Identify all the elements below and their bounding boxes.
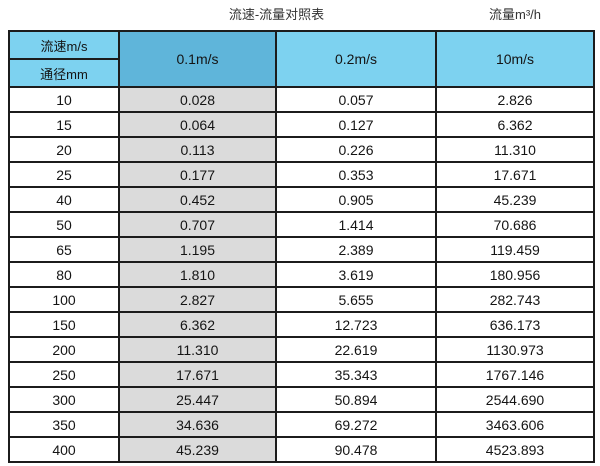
flow-value-cell: 50.894	[275, 386, 437, 413]
diameter-cell: 300	[8, 386, 120, 413]
table-row: 65 1.195 2.389 119.459	[8, 236, 595, 263]
diameter-cell: 200	[8, 336, 120, 363]
diameter-cell: 80	[8, 261, 120, 288]
flow-value-cell: 2.389	[275, 236, 437, 263]
column-header-0.2ms: 0.2m/s	[275, 30, 437, 88]
table-row: 20 0.113 0.226 11.310	[8, 136, 595, 163]
diameter-cell: 15	[8, 111, 120, 138]
flow-value-cell: 3.619	[275, 261, 437, 288]
flow-value-cell: 25.447	[118, 386, 277, 413]
table-header: 流速m/s 通径mm 0.1m/s 0.2m/s 10m/s	[8, 30, 595, 88]
diameter-cell: 350	[8, 411, 120, 438]
flow-value-cell: 1130.973	[435, 336, 595, 363]
flow-value-cell: 35.343	[275, 361, 437, 388]
table-row: 150 6.362 12.723 636.173	[8, 311, 595, 338]
table-row: 400 45.239 90.478 4523.893	[8, 436, 595, 463]
flow-value-cell: 6.362	[118, 311, 277, 338]
table-row: 50 0.707 1.414 70.686	[8, 211, 595, 238]
table-body: 10 0.028 0.057 2.826 15 0.064 0.127 6.362 20 0.11…	[8, 86, 595, 463]
diameter-cell: 20	[8, 136, 120, 163]
table-row: 350 34.636 69.272 3463.606	[8, 411, 595, 438]
diameter-cell: 250	[8, 361, 120, 388]
flow-value-cell: 0.064	[118, 111, 277, 138]
flow-value-cell: 0.226	[275, 136, 437, 163]
flow-value-cell: 1767.146	[435, 361, 595, 388]
table-row: 80 1.810 3.619 180.956	[8, 261, 595, 288]
velocity-axis-label: 流速m/s	[10, 32, 118, 60]
diameter-cell: 65	[8, 236, 120, 263]
flow-value-cell: 34.636	[118, 411, 277, 438]
flow-value-cell: 1.810	[118, 261, 277, 288]
flow-value-cell: 11.310	[118, 336, 277, 363]
diameter-cell: 400	[8, 436, 120, 463]
corner-header-cell: 流速m/s 通径mm	[8, 30, 120, 88]
column-header-0.1ms: 0.1m/s	[118, 30, 277, 88]
table-row: 250 17.671 35.343 1767.146	[8, 361, 595, 388]
flow-value-cell: 0.028	[118, 86, 277, 113]
flow-value-cell: 2.827	[118, 286, 277, 313]
flow-value-cell: 22.619	[275, 336, 437, 363]
flow-value-cell: 17.671	[435, 161, 595, 188]
flow-value-cell: 0.452	[118, 186, 277, 213]
diameter-axis-label: 通径mm	[40, 66, 88, 82]
table-row: 25 0.177 0.353 17.671	[8, 161, 595, 188]
diameter-cell: 50	[8, 211, 120, 238]
flow-value-cell: 282.743	[435, 286, 595, 313]
flow-value-cell: 2544.690	[435, 386, 595, 413]
flow-value-cell: 5.655	[275, 286, 437, 313]
flow-value-cell: 3463.606	[435, 411, 595, 438]
table-row: 15 0.064 0.127 6.362	[8, 111, 595, 138]
table-row: 200 11.310 22.619 1130.973	[8, 336, 595, 363]
flow-value-cell: 17.671	[118, 361, 277, 388]
diameter-cell: 10	[8, 86, 120, 113]
flow-value-cell: 119.459	[435, 236, 595, 263]
flow-value-cell: 1.195	[118, 236, 277, 263]
flow-value-cell: 69.272	[275, 411, 437, 438]
table-row: 10 0.028 0.057 2.826	[8, 86, 595, 113]
flow-value-cell: 6.362	[435, 111, 595, 138]
flow-value-cell: 1.414	[275, 211, 437, 238]
flow-value-cell: 45.239	[435, 186, 595, 213]
flow-value-cell: 0.177	[118, 161, 277, 188]
flow-value-cell: 0.707	[118, 211, 277, 238]
flow-value-cell: 90.478	[275, 436, 437, 463]
diameter-cell: 40	[8, 186, 120, 213]
flow-value-cell: 2.826	[435, 86, 595, 113]
flow-value-cell: 0.353	[275, 161, 437, 188]
flow-value-cell: 0.127	[275, 111, 437, 138]
diameter-cell: 100	[8, 286, 120, 313]
table-caption: 流速-流量对照表	[228, 7, 325, 22]
diameter-cell: 150	[8, 311, 120, 338]
flow-value-cell: 4523.893	[435, 436, 595, 463]
table-row: 40 0.452 0.905 45.239	[8, 186, 595, 213]
diameter-cell: 25	[8, 161, 120, 188]
flow-value-cell: 0.113	[118, 136, 277, 163]
table-row: 100 2.827 5.655 282.743	[8, 286, 595, 313]
flow-value-cell: 12.723	[275, 311, 437, 338]
flow-unit-caption: 流量m³/h	[488, 7, 541, 22]
flow-value-cell: 45.239	[118, 436, 277, 463]
flow-value-cell: 0.905	[275, 186, 437, 213]
table-row: 300 25.447 50.894 2544.690	[8, 386, 595, 413]
flow-value-cell: 70.686	[435, 211, 595, 238]
flow-value-cell: 0.057	[275, 86, 437, 113]
flow-value-cell: 636.173	[435, 311, 595, 338]
flow-value-cell: 180.956	[435, 261, 595, 288]
column-header-10ms: 10m/s	[435, 30, 595, 88]
flow-value-cell: 11.310	[435, 136, 595, 163]
flow-rate-table: 流速m/s 通径mm 0.1m/s 0.2m/s 10m/s 10 0.028 0.…	[8, 30, 595, 463]
